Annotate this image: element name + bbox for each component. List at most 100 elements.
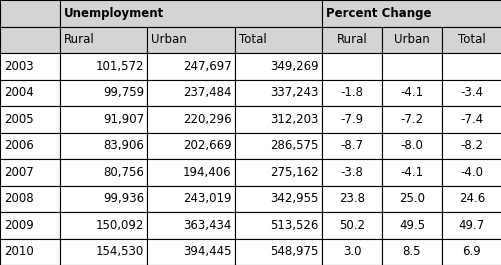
Text: -3.8: -3.8 — [340, 166, 363, 179]
Text: -3.4: -3.4 — [459, 86, 482, 99]
Bar — [321, 0, 501, 26]
Bar — [0, 159, 60, 186]
Text: 349,269: 349,269 — [270, 60, 318, 73]
Text: 83,906: 83,906 — [103, 139, 144, 152]
Bar — [0, 0, 60, 26]
Bar — [0, 53, 60, 80]
Bar — [234, 238, 321, 265]
Text: 513,526: 513,526 — [270, 219, 318, 232]
Text: -8.0: -8.0 — [400, 139, 422, 152]
Text: 2007: 2007 — [4, 166, 34, 179]
Text: 337,243: 337,243 — [270, 86, 318, 99]
Bar — [234, 80, 321, 106]
Text: 25.0: 25.0 — [398, 192, 424, 205]
Bar — [234, 26, 321, 53]
Bar — [381, 106, 441, 132]
Bar — [441, 106, 501, 132]
Text: 363,434: 363,434 — [183, 219, 231, 232]
Text: 2008: 2008 — [4, 192, 34, 205]
Text: -4.1: -4.1 — [400, 166, 423, 179]
Bar — [321, 186, 381, 212]
Bar — [321, 106, 381, 132]
Text: -7.2: -7.2 — [400, 113, 423, 126]
Text: 80,756: 80,756 — [103, 166, 144, 179]
Bar — [147, 132, 234, 159]
Text: 394,445: 394,445 — [183, 245, 231, 258]
Bar — [60, 106, 147, 132]
Bar — [441, 80, 501, 106]
Bar — [441, 132, 501, 159]
Text: -8.2: -8.2 — [459, 139, 482, 152]
Bar — [60, 53, 147, 80]
Text: Urban: Urban — [151, 33, 187, 46]
Bar — [441, 238, 501, 265]
Bar — [147, 80, 234, 106]
Text: 101,572: 101,572 — [96, 60, 144, 73]
Text: 99,759: 99,759 — [103, 86, 144, 99]
Text: Rural: Rural — [64, 33, 95, 46]
Text: 8.5: 8.5 — [402, 245, 420, 258]
Bar — [234, 186, 321, 212]
Bar — [441, 159, 501, 186]
Bar — [234, 159, 321, 186]
Bar — [60, 132, 147, 159]
Text: 2005: 2005 — [4, 113, 34, 126]
Text: 312,203: 312,203 — [270, 113, 318, 126]
Bar — [441, 26, 501, 53]
Bar — [321, 53, 381, 80]
Bar — [321, 212, 381, 238]
Text: 243,019: 243,019 — [183, 192, 231, 205]
Bar — [0, 26, 60, 53]
Bar — [321, 159, 381, 186]
Bar — [381, 212, 441, 238]
Bar — [381, 80, 441, 106]
Text: 202,669: 202,669 — [183, 139, 231, 152]
Text: Urban: Urban — [393, 33, 429, 46]
Text: 154,530: 154,530 — [96, 245, 144, 258]
Text: Unemployment: Unemployment — [64, 7, 164, 20]
Text: -4.1: -4.1 — [400, 86, 423, 99]
Text: 49.5: 49.5 — [398, 219, 424, 232]
Text: 50.2: 50.2 — [338, 219, 364, 232]
Text: Percent Change: Percent Change — [325, 7, 430, 20]
Bar — [381, 53, 441, 80]
Bar — [60, 159, 147, 186]
Text: 150,092: 150,092 — [96, 219, 144, 232]
Bar — [321, 26, 381, 53]
Bar — [441, 212, 501, 238]
Bar — [147, 238, 234, 265]
Bar — [0, 186, 60, 212]
Bar — [381, 159, 441, 186]
Bar — [0, 80, 60, 106]
Text: -1.8: -1.8 — [340, 86, 363, 99]
Bar — [234, 212, 321, 238]
Bar — [60, 186, 147, 212]
Bar — [321, 80, 381, 106]
Text: 548,975: 548,975 — [270, 245, 318, 258]
Text: 220,296: 220,296 — [183, 113, 231, 126]
Bar — [381, 132, 441, 159]
Text: 2003: 2003 — [4, 60, 34, 73]
Text: 6.9: 6.9 — [462, 245, 480, 258]
Text: 286,575: 286,575 — [270, 139, 318, 152]
Bar — [147, 186, 234, 212]
Bar — [441, 53, 501, 80]
Bar — [381, 26, 441, 53]
Bar — [0, 106, 60, 132]
Bar — [147, 53, 234, 80]
Text: 237,484: 237,484 — [183, 86, 231, 99]
Text: 2006: 2006 — [4, 139, 34, 152]
Text: 23.8: 23.8 — [338, 192, 364, 205]
Text: Total: Total — [238, 33, 266, 46]
Bar — [60, 26, 147, 53]
Text: 2010: 2010 — [4, 245, 34, 258]
Bar — [60, 80, 147, 106]
Text: 247,697: 247,697 — [182, 60, 231, 73]
Text: 194,406: 194,406 — [183, 166, 231, 179]
Bar — [147, 106, 234, 132]
Text: Total: Total — [457, 33, 485, 46]
Bar — [147, 26, 234, 53]
Text: 99,936: 99,936 — [103, 192, 144, 205]
Text: 24.6: 24.6 — [458, 192, 484, 205]
Text: 2004: 2004 — [4, 86, 34, 99]
